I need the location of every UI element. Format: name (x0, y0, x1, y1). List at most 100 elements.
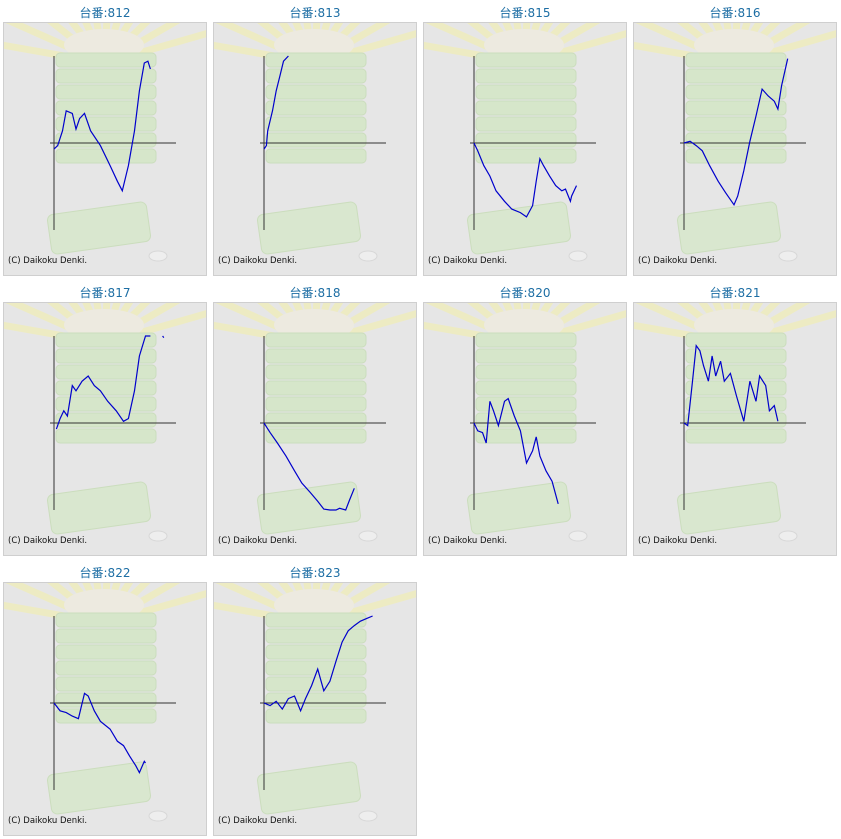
data-line (55, 335, 165, 430)
copyright: (C) Daikoku Denki. (8, 816, 87, 826)
tray (55, 676, 157, 692)
tray (685, 116, 787, 132)
tray (55, 380, 157, 396)
background-art (424, 23, 626, 262)
tray (265, 380, 367, 396)
chart: (C) Daikoku Denki. (3, 22, 207, 276)
box (46, 481, 152, 535)
background-art (4, 583, 206, 822)
box (256, 201, 362, 255)
tray (265, 348, 367, 364)
tray (475, 132, 577, 148)
background-art (634, 23, 836, 262)
coin (148, 810, 168, 822)
tray (685, 428, 787, 444)
copyright: (C) Daikoku Denki. (218, 256, 297, 266)
chart: (C) Daikoku Denki. (3, 582, 207, 836)
tray (55, 612, 157, 628)
tray (685, 412, 787, 428)
box (46, 761, 152, 815)
data-line (683, 343, 779, 427)
tray (55, 68, 157, 84)
tray (685, 100, 787, 116)
data-line (473, 142, 578, 218)
coin (148, 530, 168, 542)
tray (55, 660, 157, 676)
tray (475, 52, 577, 68)
chart: (C) Daikoku Denki. (213, 582, 417, 836)
chart: (C) Daikoku Denki. (423, 22, 627, 276)
tray (265, 332, 367, 348)
tray (265, 132, 367, 148)
tray (265, 644, 367, 660)
tray (475, 116, 577, 132)
chart-panel: 台番:816 (C) Daikoku Denki. (633, 2, 837, 276)
box (256, 761, 362, 815)
coin (778, 530, 798, 542)
tray (55, 692, 157, 708)
copyright: (C) Daikoku Denki. (8, 256, 87, 266)
chart-title: 台番:823 (289, 566, 341, 580)
copyright: (C) Daikoku Denki. (638, 536, 717, 546)
background-art (214, 23, 416, 262)
copyright: (C) Daikoku Denki. (8, 536, 87, 546)
tray (685, 148, 787, 164)
box (676, 481, 782, 535)
chart-panel: 台番:823 (C) Daikoku Denki. (213, 562, 417, 836)
tray (55, 364, 157, 380)
tray (685, 332, 787, 348)
tray (265, 708, 367, 724)
tray (265, 628, 367, 644)
box (466, 481, 572, 535)
chart-title: 台番:812 (79, 6, 131, 20)
tray (55, 332, 157, 348)
copyright: (C) Daikoku Denki. (428, 536, 507, 546)
tray (265, 84, 367, 100)
chart-panel: 台番:821 (C) Daikoku Denki. (633, 282, 837, 556)
tray (265, 428, 367, 444)
background-art (634, 303, 836, 542)
chart-title: 台番:816 (709, 6, 761, 20)
tray (265, 116, 367, 132)
tray (265, 396, 367, 412)
tray (265, 68, 367, 84)
copyright: (C) Daikoku Denki. (218, 816, 297, 826)
data-line (53, 692, 146, 774)
chart-panel: 台番:820 (C) Daikoku Denki. (423, 282, 627, 556)
chart-title: 台番:822 (79, 566, 131, 580)
copyright: (C) Daikoku Denki. (428, 256, 507, 266)
tray (685, 68, 787, 84)
tray (265, 100, 367, 116)
box (676, 201, 782, 255)
copyright: (C) Daikoku Denki. (638, 256, 717, 266)
tray (55, 644, 157, 660)
box (256, 481, 362, 535)
coin (358, 530, 378, 542)
coin (778, 250, 798, 262)
tray (475, 364, 577, 380)
chart-title: 台番:820 (499, 286, 551, 300)
tray (685, 364, 787, 380)
tray (475, 68, 577, 84)
chart: (C) Daikoku Denki. (3, 302, 207, 556)
background-art (4, 23, 206, 262)
data-line (263, 615, 373, 713)
box (46, 201, 152, 255)
tray (475, 100, 577, 116)
tray (265, 52, 367, 68)
tray (55, 708, 157, 724)
tray (55, 132, 157, 148)
data-line (683, 58, 789, 207)
tray (265, 148, 367, 164)
tray (55, 116, 157, 132)
data-line (473, 397, 559, 505)
tray (55, 52, 157, 68)
tray (55, 348, 157, 364)
chart-panel: 台番:813 (C) Daikoku Denki. (213, 2, 417, 276)
chart-panel: 台番:817 (C) Daikoku Denki. (3, 282, 207, 556)
chart-title: 台番:818 (289, 286, 341, 300)
tray (685, 52, 787, 68)
tray (265, 612, 367, 628)
tray (475, 348, 577, 364)
